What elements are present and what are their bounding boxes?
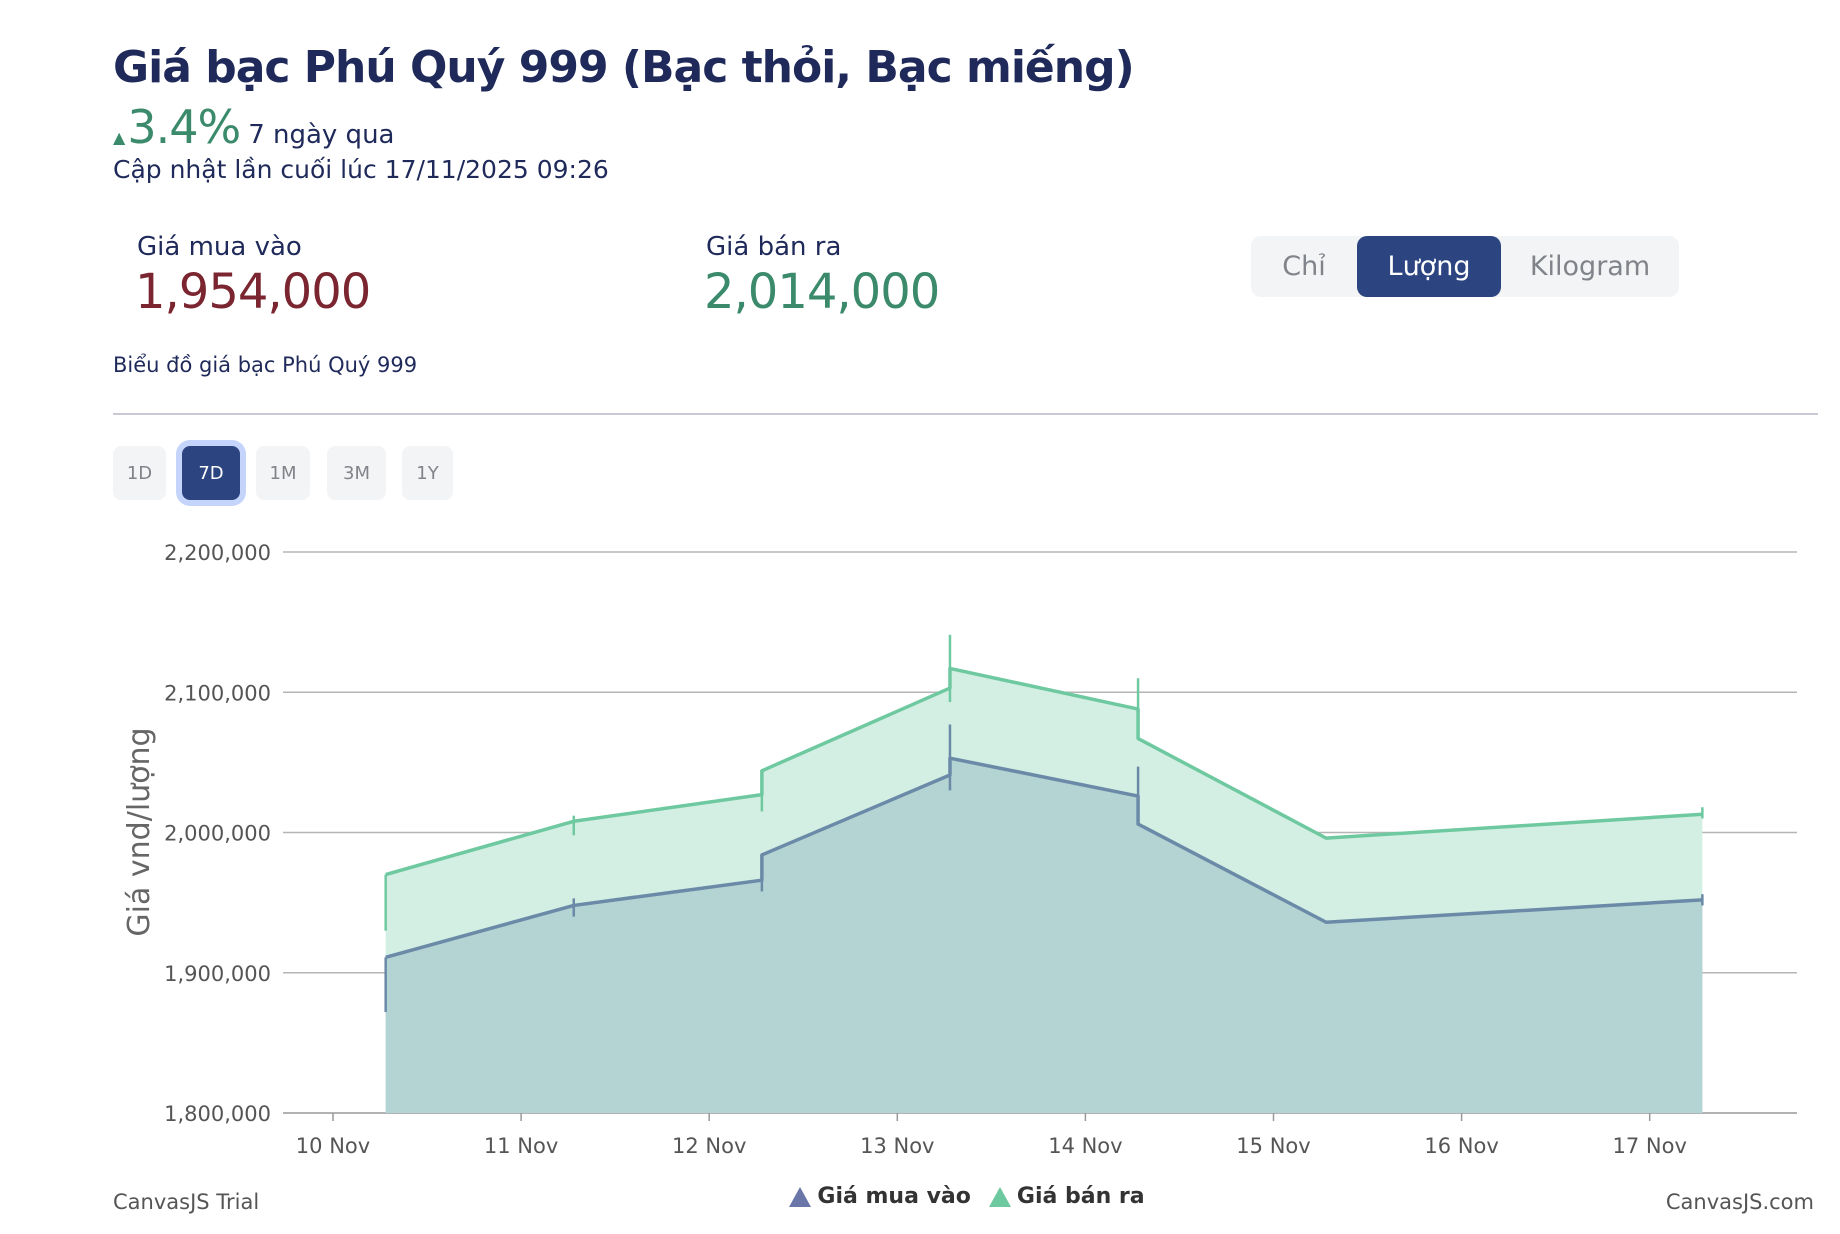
divider	[113, 413, 1818, 415]
x-tick-label: 10 Nov	[296, 1134, 370, 1158]
unit-luong-button[interactable]: Lượng	[1357, 236, 1501, 297]
y-tick-label: 2,200,000	[164, 541, 271, 565]
chart-legend: Giá mua vào Giá bán ra	[0, 1184, 1840, 1209]
unit-kilogram-button[interactable]: Kilogram	[1529, 251, 1651, 282]
buy-price-label: Giá mua vào	[137, 232, 302, 262]
canvasjs-trial-text: CanvasJS Trial	[113, 1190, 260, 1214]
triangle-icon	[988, 1186, 1011, 1207]
x-tick-label: 11 Nov	[484, 1134, 558, 1158]
buy-price-value: 1,954,000	[135, 264, 371, 320]
canvasjs-link[interactable]: CanvasJS.com	[1665, 1190, 1814, 1214]
x-tick-label: 17 Nov	[1613, 1134, 1687, 1158]
y-tick-label: 2,100,000	[164, 681, 271, 705]
change-period: 7 ngày qua	[248, 120, 395, 150]
chart-subtitle: Biểu đồ giá bạc Phú Quý 999	[113, 353, 418, 377]
x-tick-label: 13 Nov	[860, 1134, 934, 1158]
y-tick-label: 1,900,000	[164, 962, 271, 986]
x-tick-label: 12 Nov	[672, 1134, 746, 1158]
unit-chi-button[interactable]: Chỉ	[1282, 251, 1326, 282]
legend-label: Giá mua vào	[817, 1184, 971, 1209]
last-updated: Cập nhật lần cuối lúc 17/11/2025 09:26	[113, 155, 609, 184]
triangle-icon	[789, 1186, 812, 1207]
x-tick-label: 16 Nov	[1424, 1134, 1498, 1158]
y-tick-label: 2,000,000	[164, 822, 271, 846]
x-tick-label: 15 Nov	[1236, 1134, 1310, 1158]
range-7d-button[interactable]: 7D	[182, 446, 240, 500]
sell-price-value: 2,014,000	[704, 264, 940, 320]
legend-label: Giá bán ra	[1016, 1184, 1145, 1209]
y-tick-label: 1,800,000	[164, 1102, 271, 1126]
page-title: Giá bạc Phú Quý 999 (Bạc thỏi, Bạc miếng…	[113, 42, 1135, 93]
range-1y-button[interactable]: 1Y	[402, 446, 453, 500]
range-3m-button[interactable]: 3M	[327, 446, 386, 500]
unit-toggle: Chỉ Lượng Kilogram	[1251, 236, 1679, 297]
change-percent: 3.4%	[127, 100, 241, 154]
legend-item-sell[interactable]: Giá bán ra	[988, 1184, 1145, 1209]
legend-item-buy[interactable]: Giá mua vào	[789, 1184, 971, 1209]
range-1m-button[interactable]: 1M	[256, 446, 310, 500]
area-fill	[385, 758, 1703, 1113]
price-change: ▲ 3.4% 7 ngày qua	[113, 100, 394, 154]
x-tick-label: 14 Nov	[1048, 1134, 1122, 1158]
arrow-up-icon: ▲	[113, 128, 126, 147]
range-1d-button[interactable]: 1D	[113, 446, 166, 500]
sell-price-label: Giá bán ra	[706, 232, 842, 262]
y-axis-title: Giá vnd/lượng	[122, 727, 157, 936]
